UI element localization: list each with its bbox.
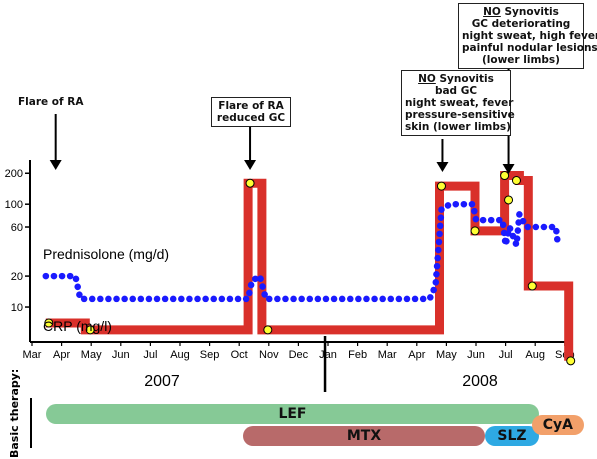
crp-series-line [45, 171, 574, 361]
x-tick-label: Jul [499, 349, 513, 361]
annotation-arrow-head [49, 160, 62, 170]
x-tick-label: Aug [525, 349, 545, 361]
crp-marker [245, 178, 255, 188]
x-tick-label: Dec [289, 349, 309, 361]
annotation-3: NO Synovitis bad GC night sweat, fever pres… [401, 70, 515, 136]
annotation-1: Flare of RA [18, 96, 83, 108]
crp-marker [44, 318, 54, 328]
annotation-arrow-head [244, 160, 257, 170]
y-tick-label: 60 [11, 222, 23, 234]
annotation-line: (lower limbs) [482, 54, 560, 66]
x-tick-label: Mar [23, 349, 42, 361]
annotation-line: night sweat, fever [405, 97, 514, 109]
annotation-emphasis: NO [418, 73, 436, 85]
annotation-line: Flare of RA [218, 100, 284, 112]
annotation-line: skin (lower limbs) [405, 121, 511, 133]
annotation-line: painful nodular lesions [462, 42, 597, 54]
annotation-line: NO Synovitis [483, 6, 559, 18]
annotation-emphasis: NO [483, 6, 501, 18]
therapy-bar-mtx: MTX [243, 426, 485, 446]
crp-marker [263, 325, 273, 335]
x-tick-label: Jul [143, 349, 157, 361]
therapy-bar-cya: CyA [532, 415, 584, 435]
annotation-arrow-head [502, 164, 515, 174]
annotation-2: Flare of RA reduced GC [211, 97, 291, 127]
x-tick-label: Aug [170, 349, 190, 361]
crp-marker [500, 171, 510, 181]
y-tick-label: 20 [11, 271, 23, 283]
crp-marker [504, 195, 514, 205]
year-label-2008: 2008 [462, 373, 498, 390]
x-tick-label: Apr [53, 349, 70, 361]
annotation-line: pressure-sensitive [405, 109, 515, 121]
therapy-bar-slz: SLZ [484, 426, 540, 446]
annotation-line: bad GC [434, 85, 478, 97]
x-tick-label: Jan [319, 349, 337, 361]
annotation-line: reduced GC [216, 112, 286, 124]
x-tick-label: Sep [200, 349, 220, 361]
crp-marker [511, 176, 521, 186]
annotation-line: Flare of RA [18, 96, 84, 108]
x-tick-label: Nov [259, 349, 279, 361]
prednisolone-series-line [42, 200, 562, 303]
x-tick-label: Mar [378, 349, 397, 361]
crp-marker [470, 226, 480, 236]
basic-therapy-title: Basic therapy: [8, 369, 21, 458]
crp-marker [436, 181, 446, 191]
therapy-bar-lef: LEF [45, 404, 540, 424]
prednisolone-label: Prednisolone (mg/d) [43, 246, 169, 262]
x-tick-label: Jun [112, 349, 130, 361]
x-tick-label: Oct [231, 349, 248, 361]
crp-label: CRP (mg/l) [43, 318, 112, 334]
year-label-2007: 2007 [144, 373, 180, 390]
annotation-4: NO Synovitis GC deteriorating night sweat,… [458, 3, 597, 69]
y-tick-label: 100 [5, 199, 23, 211]
x-tick-label: May [436, 349, 457, 361]
x-tick-label: Jun [467, 349, 485, 361]
y-tick-label: 200 [5, 168, 23, 180]
annotation-line: GC deteriorating [471, 18, 571, 30]
annotation-line: night sweat, high fever [462, 30, 597, 42]
crp-marker [85, 325, 95, 335]
y-tick-label: 10 [11, 302, 23, 314]
x-tick-label: Apr [408, 349, 425, 361]
crp-marker [566, 356, 576, 366]
x-tick-label: May [81, 349, 102, 361]
annotation-line: NO Synovitis [418, 73, 494, 85]
x-tick-label: Feb [348, 349, 367, 361]
crp-marker [527, 281, 537, 291]
annotation-arrow-head [436, 162, 449, 172]
